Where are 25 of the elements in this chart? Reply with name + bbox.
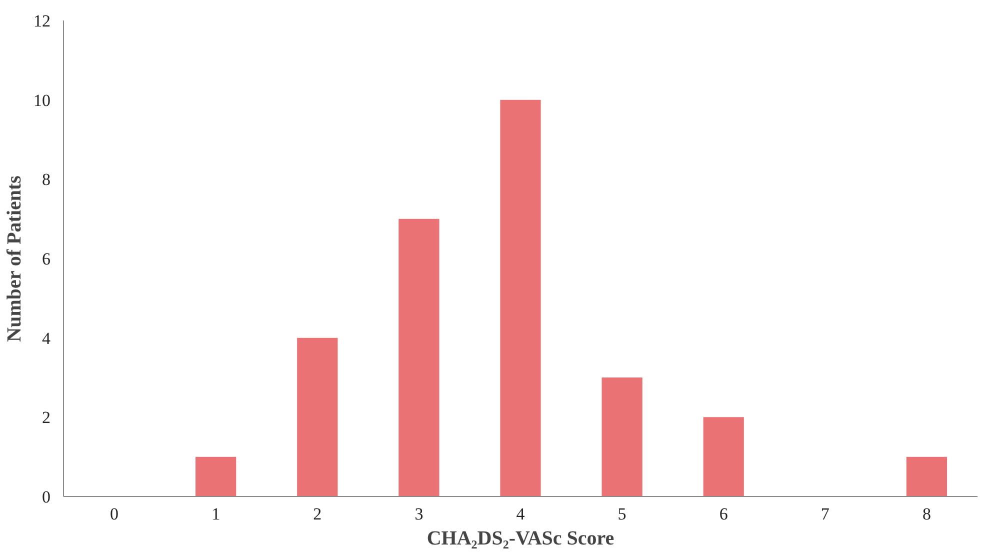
x-tick-label: 4: [516, 504, 526, 524]
bar: [297, 338, 338, 496]
y-tick-label: 10: [34, 90, 50, 110]
y-tick-label: 0: [42, 488, 50, 506]
bar: [398, 218, 440, 496]
bar: [500, 100, 541, 496]
y-tick-label: 8: [42, 170, 50, 190]
y-tick-label: 6: [42, 250, 50, 268]
bar: [703, 417, 744, 496]
x-tick-label: 1: [212, 504, 220, 524]
x-tick-label: 3: [414, 504, 424, 524]
x-axis-title: CHA₂DS₂-VASc Score: [426, 528, 614, 550]
x-tick-label: 5: [618, 504, 626, 524]
bar: [602, 378, 642, 496]
y-tick-label: 12: [34, 12, 50, 30]
y-axis-title: Number of Patients: [4, 175, 26, 342]
bar: [906, 456, 948, 496]
y-tick-label: 2: [42, 408, 50, 428]
x-tick-label: 2: [313, 504, 322, 524]
y-tick-label: 4: [42, 328, 51, 348]
x-tick-label: 6: [719, 504, 728, 524]
x-tick-label: 7: [820, 504, 830, 524]
x-tick-label: 8: [922, 504, 931, 524]
x-tick-label: 0: [110, 504, 119, 524]
bar: [196, 456, 236, 496]
